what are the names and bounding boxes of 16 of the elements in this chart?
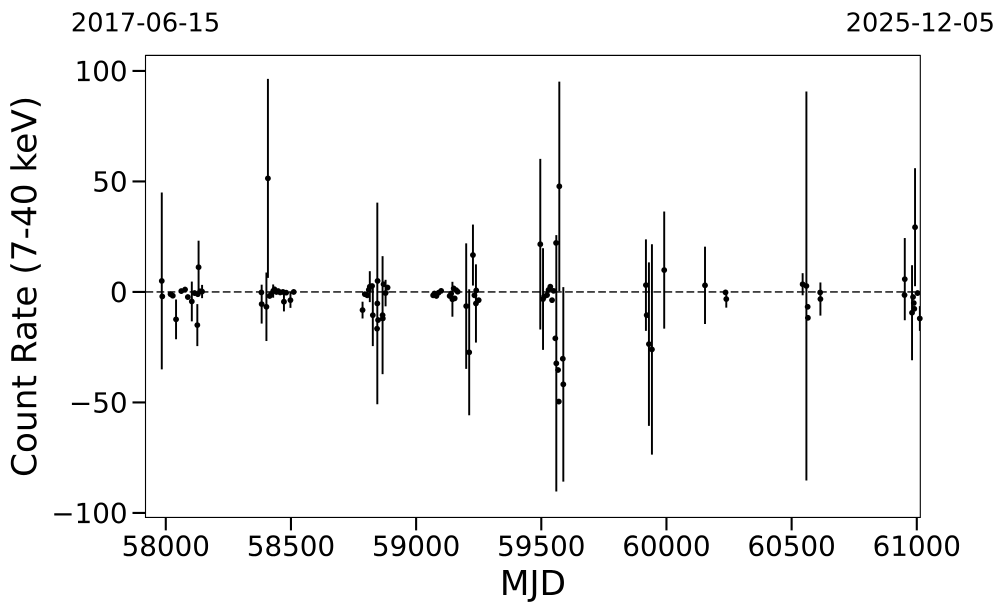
x-tick-label: 59500 xyxy=(499,535,584,556)
y-tick-label: 0 xyxy=(112,281,126,302)
y-tick-label: 100 xyxy=(78,60,126,82)
x2-tick-label: 2025-12-05 xyxy=(848,12,993,32)
x2-tick-label: 2017-06-15 xyxy=(72,12,218,32)
x-tick-label: 58500 xyxy=(248,535,334,556)
x-tick-label: 60000 xyxy=(624,535,709,556)
x-tick-label: 58000 xyxy=(124,535,208,556)
x-axis-title: MJD xyxy=(503,570,564,602)
y-tick-label: 50 xyxy=(94,170,126,192)
x-tick-label: 61000 xyxy=(874,535,960,556)
y-tick-label: −50 xyxy=(72,392,126,413)
x-tick-label: 60500 xyxy=(749,535,834,556)
y-axis-title: Count Rate (7-40 keV) xyxy=(10,98,41,476)
y-tick-label: −100 xyxy=(54,502,126,524)
x-tick-label: 59000 xyxy=(374,535,458,556)
